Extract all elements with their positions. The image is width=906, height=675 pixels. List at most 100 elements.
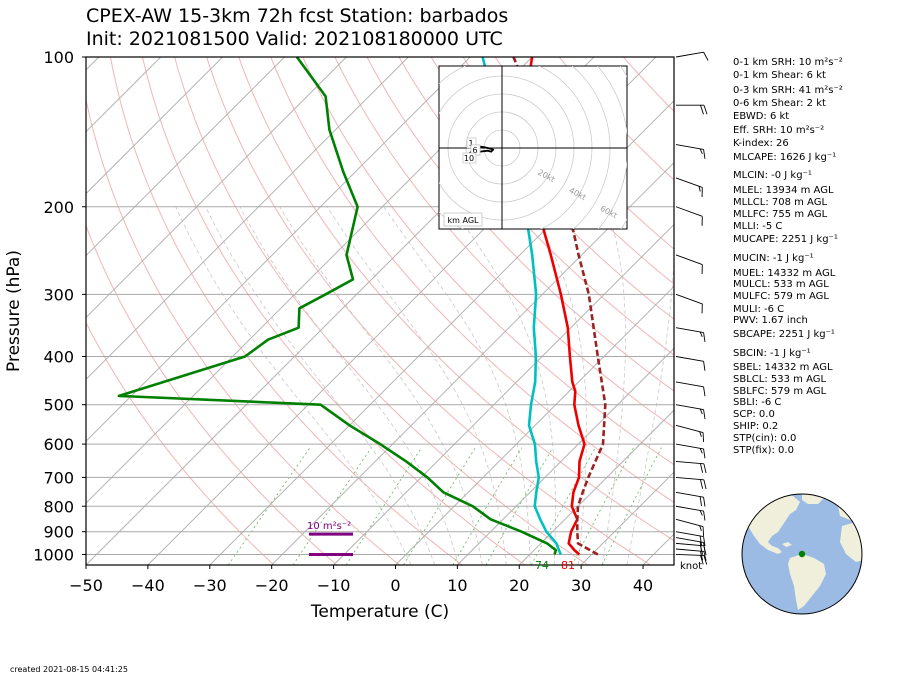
moist-adiabat-line (602, 206, 626, 565)
isotherm-line (209, 100, 674, 565)
moist-adiabat-line (239, 206, 459, 565)
isotherm-line (580, 471, 674, 565)
y-tick-label: 900 (43, 523, 74, 542)
hodograph-legend: km AGL (448, 216, 480, 225)
stat-mulfc: MULFC: 579 m AGL (733, 291, 829, 302)
dry-adiabat-line (86, 321, 275, 565)
y-tick-label: 400 (43, 348, 74, 367)
hodograph-inset: 20kt40kt60kt80kt13610km AGL (438, 65, 628, 230)
stat-mllcl: MLLCL: 708 m AGL (733, 197, 828, 208)
isotherm-line (86, 57, 471, 442)
dry-adiabat-line (174, 57, 588, 565)
stat-sbcape: SBCAPE: 2251 J kg⁻¹ (733, 329, 835, 340)
profile-series-line (517, 57, 586, 556)
isotherm-line (86, 57, 285, 257)
wind-barb (675, 491, 706, 507)
globe-outline (741, 493, 863, 615)
wind-barb (675, 505, 706, 521)
moist-adiabat-line (175, 206, 412, 565)
y-tick-label: 300 (43, 285, 74, 304)
stat-sbel: SBEL: 14332 m AGL (733, 362, 833, 373)
isotherm-line (518, 409, 674, 565)
y-tick-label: 800 (43, 497, 74, 516)
y-tick-label: 700 (43, 468, 74, 487)
wind-barb (675, 356, 706, 371)
moist-adiabat-line (626, 206, 674, 565)
mixing-ratio-line (345, 447, 422, 565)
wind-barb (675, 460, 707, 474)
stat-mucin: MUCIN: -1 J kg⁻¹ (733, 253, 814, 264)
y-tick-label: 600 (43, 435, 74, 454)
wind-barb (675, 554, 708, 565)
station-marker (798, 550, 806, 558)
plot-frame (85, 56, 675, 566)
y-tick-label: 100 (43, 48, 74, 67)
station-locator-globe (741, 493, 863, 615)
stat-stp-cin: STP(cin): 0.0 (733, 433, 797, 444)
moist-adiabat-line (205, 206, 436, 565)
wind-barb (675, 144, 706, 159)
stat-mlel: MLEL: 13934 m AGL (733, 185, 834, 196)
dry-adiabat-line (86, 224, 338, 565)
y-tick-label: 1000 (33, 545, 74, 564)
stat-sblcl: SBLCL: 533 m AGL (733, 374, 827, 385)
wind-barb (675, 476, 707, 490)
stat-k-index: K-index: 26 (733, 138, 789, 149)
hodograph-height-label: 6 (472, 146, 477, 155)
y-axis-label: Pressure (hPa) (4, 250, 24, 372)
wind-barb (676, 104, 708, 115)
y-tick-label: 500 (43, 396, 74, 415)
isotherm-line (395, 285, 674, 565)
wind-barb (675, 404, 706, 420)
x-tick-label: 30 (571, 576, 591, 595)
caribbean-islands (782, 542, 792, 547)
hodograph-height-label: 10 (464, 154, 474, 163)
isotherm-line (86, 57, 409, 381)
isotherm-line (86, 57, 223, 195)
x-tick-label: 0 (390, 576, 400, 595)
moist-adiabat-line (528, 206, 587, 565)
stat-scp: SCP: 0.0 (733, 409, 775, 420)
stat-eff-srh: Eff. SRH: 10 m²s⁻² (733, 125, 825, 136)
dry-adiabat-line (334, 57, 674, 429)
mixing-ratio-line (228, 447, 311, 565)
moist-adiabat-line (383, 206, 531, 565)
dry-adiabat-line (270, 57, 674, 503)
hodograph-legend-box (443, 212, 483, 227)
isotherm-line (271, 161, 674, 565)
dry-adiabat-line (238, 57, 674, 542)
x-tick-label: 20 (509, 576, 529, 595)
wind-barb (675, 548, 707, 561)
x-tick-label: 10 (447, 576, 467, 595)
stat-srh-0-3km: 0-3 km SRH: 41 m²s⁻² (733, 85, 843, 96)
stat-mlcin: MLCIN: -0 J kg⁻¹ (733, 170, 812, 181)
created-timestamp: created 2021-08-15 04:41:25 (10, 665, 128, 674)
mixing-ratio-line (292, 447, 372, 565)
wind-barb (675, 51, 709, 61)
profile-series-line (117, 57, 558, 555)
y-tick-label: 200 (43, 198, 74, 217)
hodograph-height-box (462, 152, 477, 164)
isotherm-line (333, 223, 674, 565)
chart-title-line-1: CPEX-AW 15-3km 72h fcst Station: barbado… (86, 5, 509, 27)
x-tick-label: −50 (69, 576, 103, 595)
dry-adiabat-line (110, 57, 463, 565)
surface-dewpoint-label: 74 (535, 559, 549, 572)
stat-ship: SHIP: 0.2 (733, 421, 779, 432)
dry-adiabat-line (366, 57, 674, 392)
dry-adiabat-line (206, 57, 651, 565)
wind-barb (675, 518, 705, 537)
wind-barbs (675, 51, 709, 565)
stat-ebwd: EBWD: 6 kt (733, 111, 790, 122)
wind-barb (675, 424, 705, 443)
mixing-ratio-line (601, 447, 662, 565)
x-tick-label: −40 (131, 576, 165, 595)
stat-sbcin: SBCIN: -1 J kg⁻¹ (733, 348, 811, 359)
dry-adiabat-line (86, 97, 400, 565)
stat-mllfc: MLLFC: 755 m AGL (733, 209, 828, 220)
moist-adiabat-line (326, 206, 507, 565)
moist-adiabat-line (279, 206, 483, 565)
srh-bar-label: 10 m²s⁻² (307, 521, 351, 532)
wind-barb (675, 177, 703, 197)
